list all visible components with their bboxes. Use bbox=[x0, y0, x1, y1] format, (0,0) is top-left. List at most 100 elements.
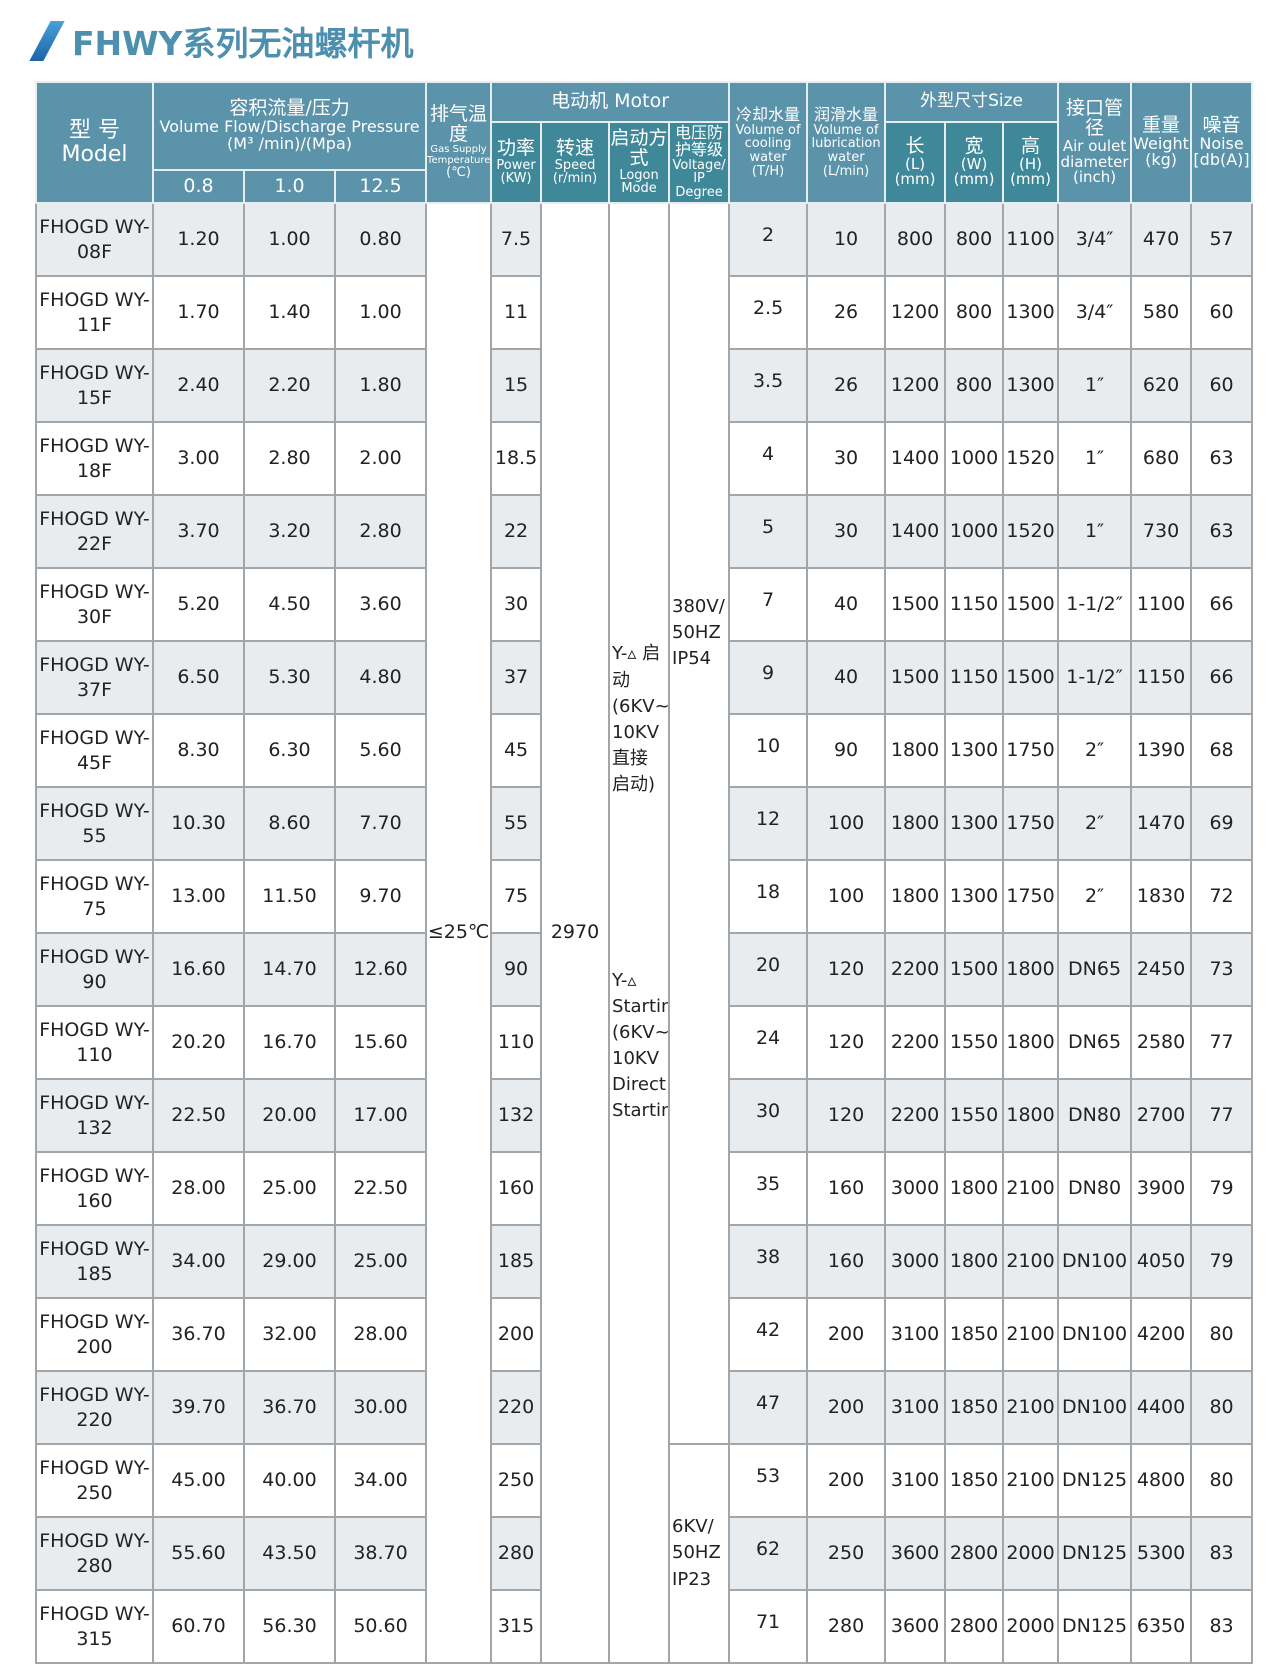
noise-cell: 80 bbox=[1190, 1370, 1254, 1445]
flow-cell-12p5: 1.80 bbox=[333, 348, 428, 423]
flow-cell-0p8: 34.00 bbox=[152, 1224, 245, 1299]
air-outlet-cell: DN125 bbox=[1057, 1589, 1133, 1664]
noise-cell: 80 bbox=[1190, 1443, 1254, 1518]
length-cell: 3100 bbox=[884, 1297, 947, 1372]
power-cell: 15 bbox=[490, 348, 543, 423]
air-outlet-cell: DN100 bbox=[1057, 1224, 1133, 1299]
header-height: 高 (H) (mm) bbox=[1002, 121, 1060, 204]
cooling-water-cell: 4 bbox=[728, 421, 809, 496]
voltage-6kv-text: 6KV/ 50HZ IP23 bbox=[672, 1516, 721, 1590]
length-cell: 800 bbox=[884, 202, 947, 277]
flow-cell-0p8: 8.30 bbox=[152, 713, 245, 788]
flow-cell-1p0: 56.30 bbox=[243, 1589, 336, 1664]
header-temperature: 排气温度 Gas Supply Temperature (℃) bbox=[425, 81, 493, 204]
height-cell: 1100 bbox=[1002, 202, 1060, 277]
flow-cell-12p5: 5.60 bbox=[333, 713, 428, 788]
cooling-water-cell: 30 bbox=[728, 1078, 809, 1153]
flow-cell-12p5: 50.60 bbox=[333, 1589, 428, 1664]
length-cell: 1200 bbox=[884, 348, 947, 423]
flow-cell-1p0: 20.00 bbox=[243, 1078, 336, 1153]
flow-cell-12p5: 0.80 bbox=[333, 202, 428, 277]
weight-cell: 5300 bbox=[1130, 1516, 1193, 1591]
height-cell: 1300 bbox=[1002, 348, 1060, 423]
weight-cell: 470 bbox=[1130, 202, 1193, 277]
model-cell: FHOGD WY-110 bbox=[35, 1005, 154, 1080]
flow-cell-1p0: 1.00 bbox=[243, 202, 336, 277]
cooling-water-cell: 18 bbox=[728, 859, 809, 934]
flow-cell-1p0: 43.50 bbox=[243, 1516, 336, 1591]
lubrication-water-cell: 250 bbox=[806, 1516, 887, 1591]
flow-cell-12p5: 34.00 bbox=[333, 1443, 428, 1518]
air-outlet-cell: 1″ bbox=[1057, 421, 1133, 496]
flow-cell-1p0: 36.70 bbox=[243, 1370, 336, 1445]
air-outlet-cell: 3/4″ bbox=[1057, 202, 1133, 277]
model-cell: FHOGD WY-08F bbox=[35, 202, 154, 277]
power-cell: 280 bbox=[490, 1516, 543, 1591]
lubrication-water-cell: 40 bbox=[806, 640, 887, 715]
cooling-water-cell: 53 bbox=[728, 1443, 809, 1518]
height-cell: 1750 bbox=[1002, 713, 1060, 788]
flow-cell-1p0: 5.30 bbox=[243, 640, 336, 715]
flow-cell-12p5: 1.00 bbox=[333, 275, 428, 350]
cooling-water-cell: 42 bbox=[728, 1297, 809, 1372]
logon-mode-cn: Y-▵ 启动 (6KV~ 10KV 直接 启动) bbox=[612, 643, 670, 795]
height-cell: 1800 bbox=[1002, 1078, 1060, 1153]
flow-cell-0p8: 3.00 bbox=[152, 421, 245, 496]
flow-cell-1p0: 1.40 bbox=[243, 275, 336, 350]
flow-cell-1p0: 14.70 bbox=[243, 932, 336, 1007]
width-cell: 1550 bbox=[944, 1005, 1005, 1080]
noise-cell: 77 bbox=[1190, 1078, 1254, 1153]
lubrication-water-cell: 120 bbox=[806, 932, 887, 1007]
width-cell: 1850 bbox=[944, 1370, 1005, 1445]
flow-cell-1p0: 2.20 bbox=[243, 348, 336, 423]
cooling-water-cell: 9 bbox=[728, 640, 809, 715]
flow-cell-1p0: 4.50 bbox=[243, 567, 336, 642]
height-cell: 1750 bbox=[1002, 786, 1060, 861]
header-width: 宽 (W) (mm) bbox=[944, 121, 1005, 204]
flow-cell-1p0: 29.00 bbox=[243, 1224, 336, 1299]
lubrication-water-cell: 100 bbox=[806, 786, 887, 861]
voltage-cell-6kv: 6KV/ 50HZ IP23 bbox=[668, 1443, 731, 1664]
weight-cell: 2450 bbox=[1130, 932, 1193, 1007]
flow-cell-12p5: 25.00 bbox=[333, 1224, 428, 1299]
voltage-380v-text: 380V/ 50HZ IP54 bbox=[672, 595, 725, 669]
width-cell: 1000 bbox=[944, 421, 1005, 496]
height-cell: 2100 bbox=[1002, 1297, 1060, 1372]
lubrication-water-cell: 30 bbox=[806, 421, 887, 496]
noise-cell: 83 bbox=[1190, 1589, 1254, 1664]
title-text: FHWY系列无油螺杆机 bbox=[72, 24, 414, 63]
model-cell: FHOGD WY-132 bbox=[35, 1078, 154, 1153]
air-outlet-cell: DN125 bbox=[1057, 1516, 1133, 1591]
power-cell: 55 bbox=[490, 786, 543, 861]
table-row: FHOGD WY-30F 5.20 4.50 3.60 30 7 40 1500 1150 150… bbox=[35, 567, 1254, 642]
flow-cell-12p5: 2.80 bbox=[333, 494, 428, 569]
flow-cell-12p5: 28.00 bbox=[333, 1297, 428, 1372]
flow-cell-0p8: 55.60 bbox=[152, 1516, 245, 1591]
table-row: FHOGD WY-08F 1.20 1.00 0.80 ≤25℃ 7.5 2970 Y-▵ 启… bbox=[35, 202, 1254, 1664]
flow-cell-1p0: 6.30 bbox=[243, 713, 336, 788]
lubrication-water-cell: 160 bbox=[806, 1151, 887, 1226]
height-cell: 2100 bbox=[1002, 1151, 1060, 1226]
flow-cell-12p5: 22.50 bbox=[333, 1151, 428, 1226]
cooling-water-cell: 20 bbox=[728, 932, 809, 1007]
width-cell: 1300 bbox=[944, 859, 1005, 934]
power-cell: 37 bbox=[490, 640, 543, 715]
header-voltage: 电压防护等级 Voltage/ IP Degree bbox=[668, 121, 731, 204]
lubrication-water-cell: 280 bbox=[806, 1589, 887, 1664]
height-cell: 2000 bbox=[1002, 1516, 1060, 1591]
model-cell: FHOGD WY-90 bbox=[35, 932, 154, 1007]
model-cell: FHOGD WY-45F bbox=[35, 713, 154, 788]
flow-cell-12p5: 9.70 bbox=[333, 859, 428, 934]
width-cell: 2800 bbox=[944, 1516, 1005, 1591]
length-cell: 1800 bbox=[884, 713, 947, 788]
model-cell: FHOGD WY-315 bbox=[35, 1589, 154, 1664]
flow-cell-12p5: 17.00 bbox=[333, 1078, 428, 1153]
flow-cell-12p5: 30.00 bbox=[333, 1370, 428, 1445]
flow-cell-1p0: 11.50 bbox=[243, 859, 336, 934]
air-outlet-cell: DN80 bbox=[1057, 1078, 1133, 1153]
lubrication-water-cell: 40 bbox=[806, 567, 887, 642]
noise-cell: 68 bbox=[1190, 713, 1254, 788]
flow-cell-12p5: 12.60 bbox=[333, 932, 428, 1007]
weight-cell: 4050 bbox=[1130, 1224, 1193, 1299]
header-logon-mode: 启动方式 Logon Mode bbox=[608, 121, 671, 204]
